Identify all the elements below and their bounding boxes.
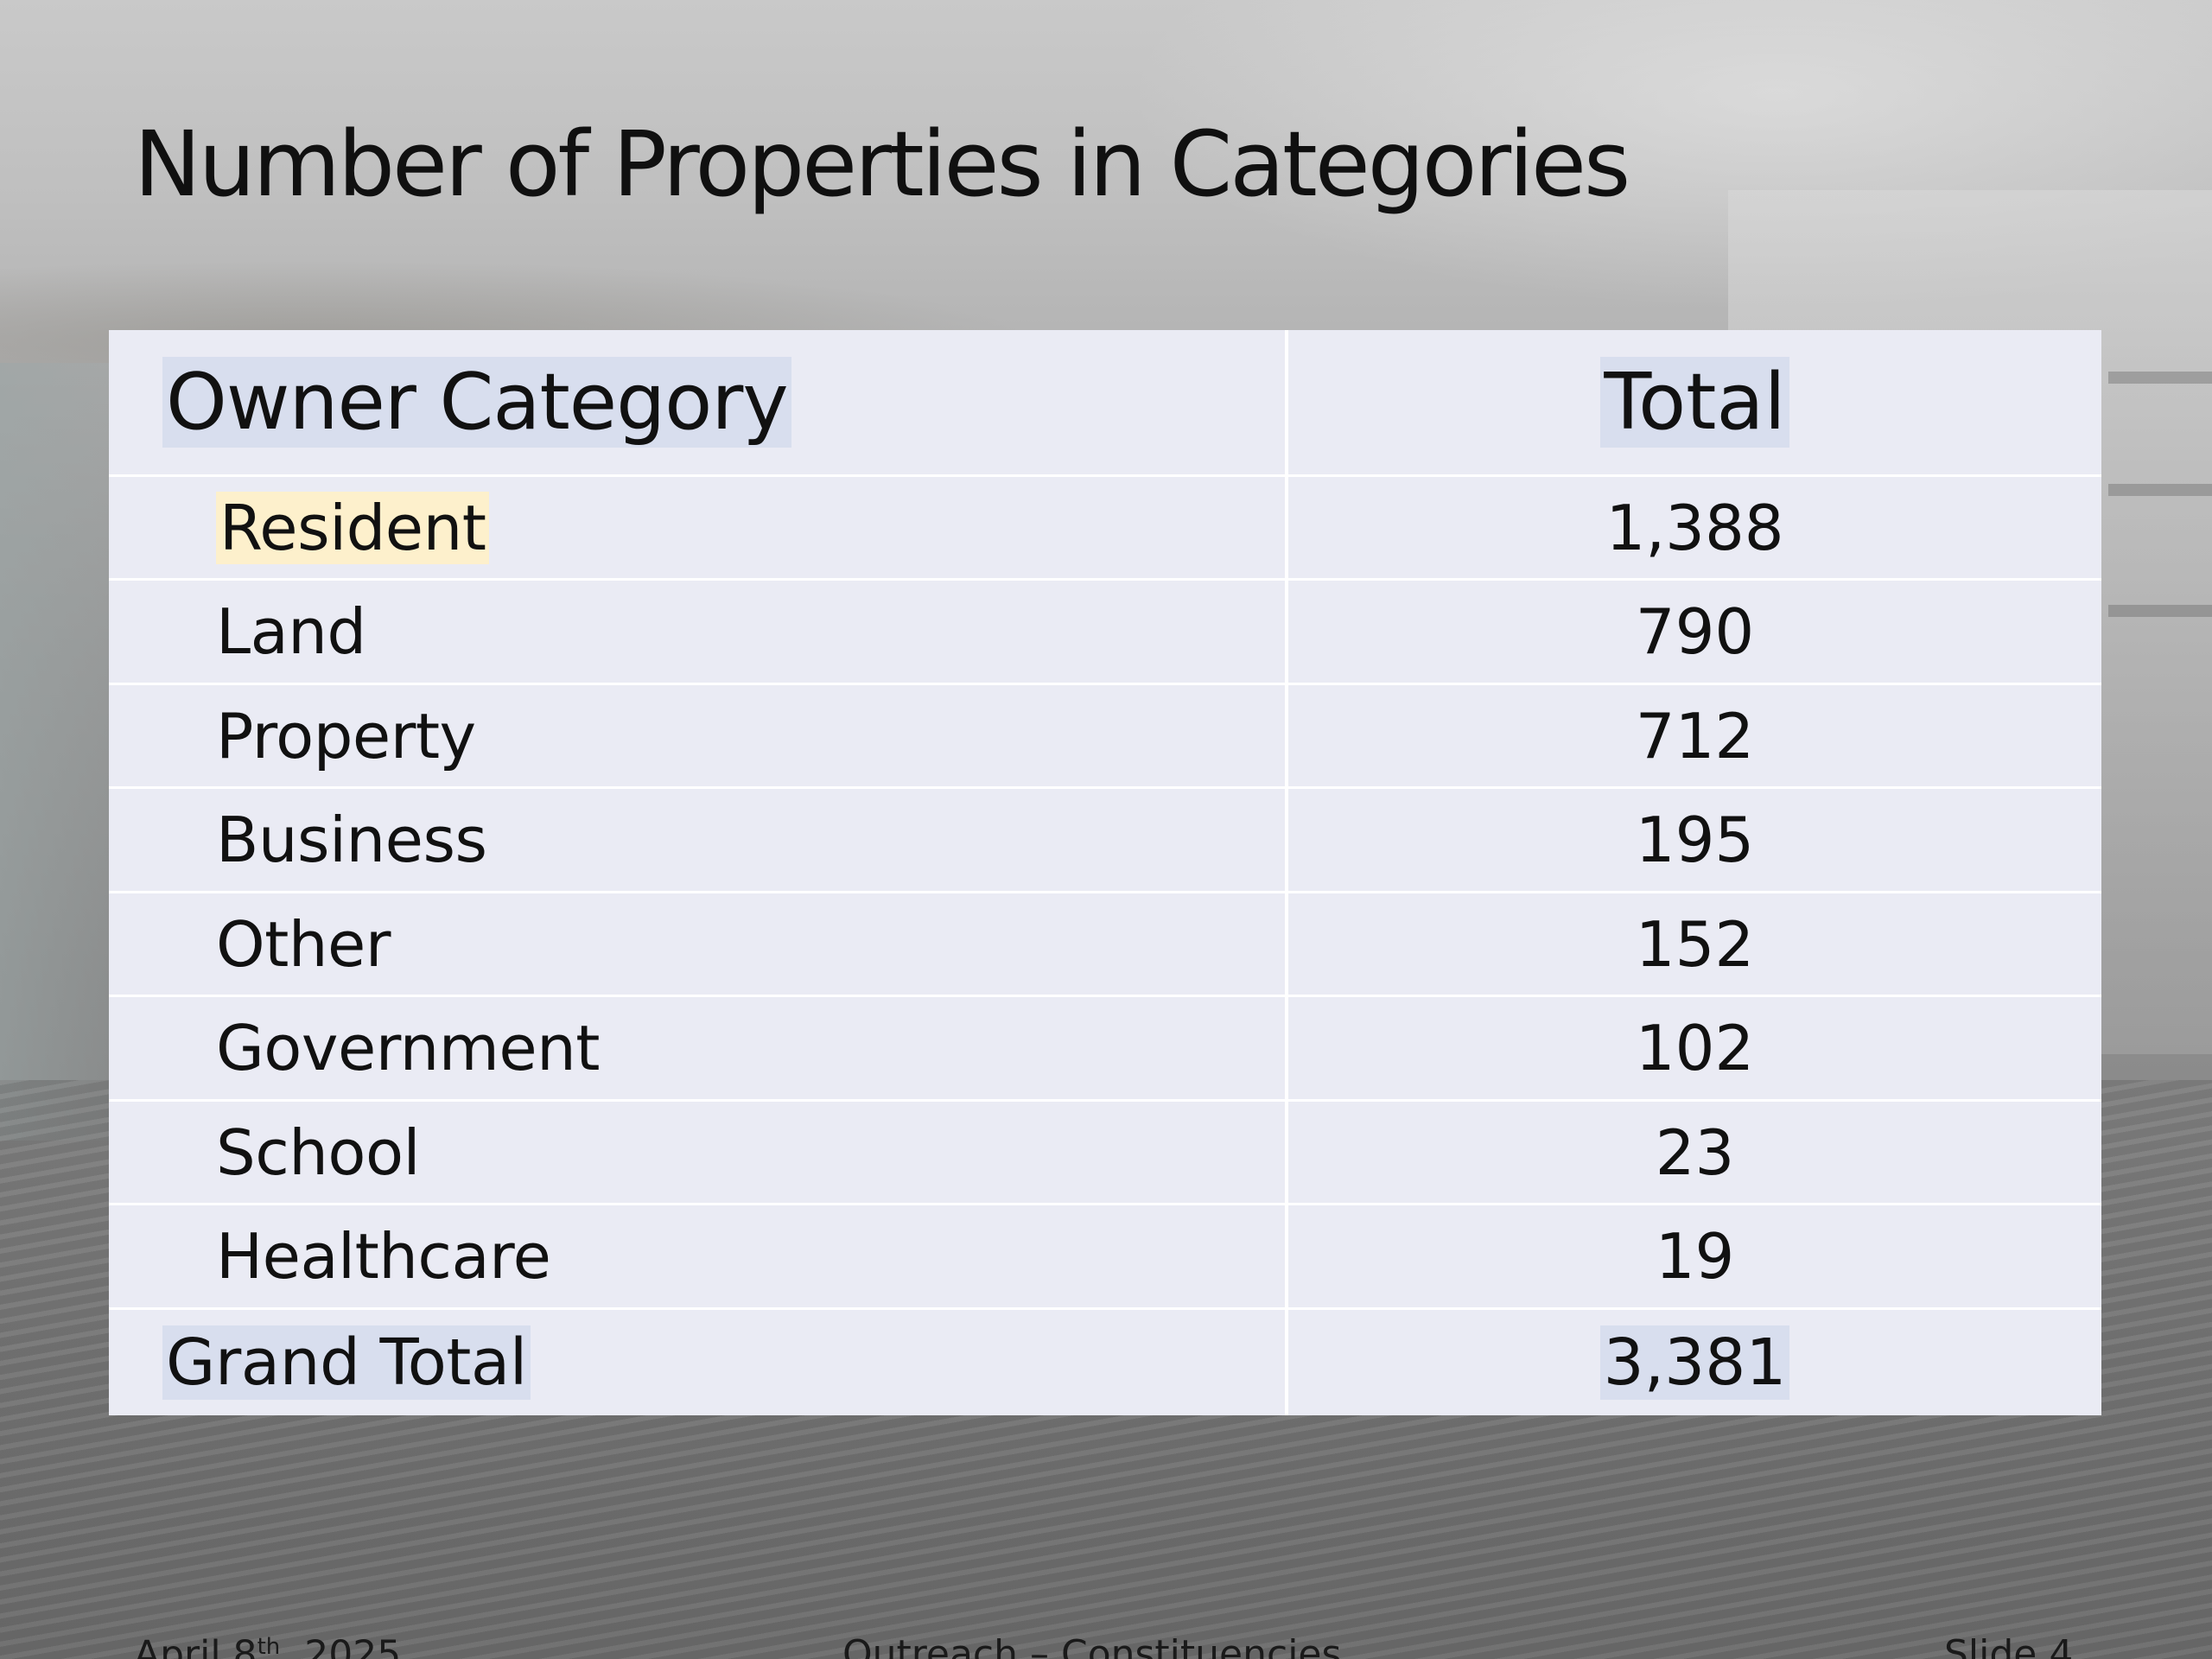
category-cell[interactable]: Land	[216, 581, 366, 683]
total-value: 102	[1635, 1012, 1755, 1084]
category-label: Business	[216, 804, 487, 876]
table-row[interactable]: School 23	[109, 1102, 2101, 1205]
total-cell[interactable]: 790	[1288, 581, 2101, 683]
category-cell[interactable]: Resident	[216, 477, 490, 578]
total-cell[interactable]: 23	[1288, 1102, 2101, 1203]
header-total-cell[interactable]: Total	[1288, 330, 2101, 474]
table-row[interactable]: Other 152	[109, 893, 2101, 997]
total-value: 1,388	[1605, 491, 1784, 564]
footer-date-day: April 8	[134, 1632, 257, 1659]
total-cell[interactable]: 1,388	[1288, 477, 2101, 578]
table-column-divider	[1285, 330, 1288, 1415]
footer-date-ordinal: th	[257, 1634, 281, 1659]
category-cell[interactable]: School	[216, 1102, 421, 1203]
header-total: Total	[1600, 357, 1789, 448]
grand-total-label-cell[interactable]: Grand Total	[162, 1310, 531, 1415]
footer-date[interactable]: April 8th, 2025	[134, 1636, 401, 1659]
table-row[interactable]: Land 790	[109, 581, 2101, 685]
total-cell[interactable]: 19	[1288, 1205, 2101, 1307]
total-cell[interactable]: 712	[1288, 685, 2101, 786]
background-building-window	[2108, 372, 2212, 384]
category-label: Resident	[216, 491, 490, 564]
background-building-window	[2108, 484, 2212, 496]
background-building-window	[2108, 605, 2212, 617]
total-cell[interactable]: 152	[1288, 893, 2101, 995]
table-row[interactable]: Property 712	[109, 685, 2101, 789]
grand-total-value: 3,381	[1599, 1325, 1790, 1400]
table-row[interactable]: Healthcare 19	[109, 1205, 2101, 1310]
grand-total-value-cell[interactable]: 3,381	[1288, 1310, 2101, 1415]
total-cell[interactable]: 102	[1288, 997, 2101, 1099]
slide-title[interactable]: Number of Properties in Categories	[134, 111, 1630, 217]
total-value: 152	[1635, 907, 1755, 981]
category-cell[interactable]: Business	[216, 789, 487, 891]
header-owner-category: Owner Category	[162, 357, 791, 448]
category-cell[interactable]: Other	[216, 893, 391, 995]
category-cell[interactable]: Healthcare	[216, 1205, 551, 1307]
category-label: Other	[216, 907, 391, 981]
total-value: 195	[1635, 804, 1755, 876]
category-cell[interactable]: Property	[216, 685, 476, 786]
header-owner-category-cell[interactable]: Owner Category	[162, 330, 791, 474]
total-value: 23	[1655, 1116, 1735, 1189]
properties-table[interactable]: Owner Category Total Resident 1,388 Land…	[109, 330, 2101, 1415]
total-value: 790	[1635, 595, 1755, 668]
category-label: School	[216, 1116, 421, 1189]
category-label: Land	[216, 595, 366, 668]
footer-center-text[interactable]: Outreach – Constituencies	[842, 1632, 1342, 1659]
footer-slide-number[interactable]: Slide 4	[1944, 1632, 2074, 1659]
total-value: 712	[1635, 699, 1755, 772]
category-label: Healthcare	[216, 1220, 551, 1293]
table-row[interactable]: Business 195	[109, 789, 2101, 893]
table-row[interactable]: Resident 1,388	[109, 477, 2101, 581]
category-label: Government	[216, 1012, 601, 1084]
grand-total-row[interactable]: Grand Total 3,381	[109, 1310, 2101, 1415]
category-cell[interactable]: Government	[216, 997, 601, 1099]
category-label: Property	[216, 699, 476, 772]
grand-total-label: Grand Total	[162, 1325, 531, 1400]
total-cell[interactable]: 195	[1288, 789, 2101, 891]
table-header-row[interactable]: Owner Category Total	[109, 330, 2101, 477]
table-row[interactable]: Government 102	[109, 997, 2101, 1102]
footer-date-year: , 2025	[280, 1632, 402, 1659]
total-value: 19	[1655, 1220, 1735, 1293]
